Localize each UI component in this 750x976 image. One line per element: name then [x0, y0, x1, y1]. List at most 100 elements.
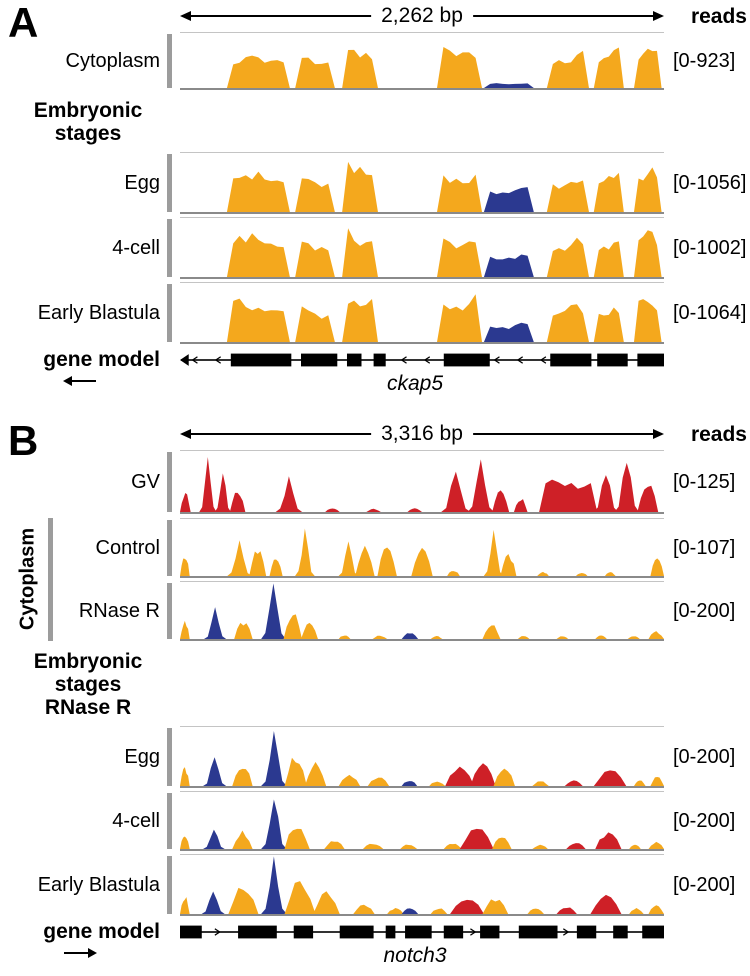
coverage-track-cytoplasm [180, 32, 664, 90]
spacer [664, 352, 750, 368]
track-range: [0-200] [673, 809, 736, 832]
track-label-egg: Egg [124, 745, 160, 768]
spacer [172, 450, 180, 514]
scale-row-a: 2,262 bp reads [0, 2, 750, 32]
track-range: [0-1064] [673, 301, 747, 324]
track-row-cytoplasm: Cytoplasm [0-923] [0, 32, 750, 90]
track-row-rnase-r: RNase R [0-200] [0, 581, 750, 641]
spacer [172, 726, 180, 788]
track-scale-bar [167, 219, 172, 277]
arrowhead-left-icon [180, 429, 191, 439]
spacer [172, 152, 180, 214]
track-row-early-blastula: Early Blastula [0-1064] [0, 282, 750, 344]
coverage-track-control [180, 518, 664, 578]
span-arrow-a: 2,262 bp [180, 2, 664, 32]
spacer [172, 217, 180, 279]
arrowhead-right-icon [653, 429, 664, 439]
track-scale-bar [167, 520, 172, 576]
track-range: [0-1056] [673, 171, 747, 194]
spacer [172, 32, 180, 90]
panel-b-letter: B [8, 417, 39, 464]
track-scale-bar [167, 452, 172, 512]
gene-direction-right-arrow-icon [0, 942, 160, 968]
gene-model-row-b: gene model [0, 920, 750, 943]
track-range: [0-200] [673, 745, 736, 768]
track-label-rnase-r: RNase R [78, 599, 160, 622]
tracks-a: Cytoplasm [0-923] Embryonic stages Egg [0-105… [0, 32, 750, 344]
arrowhead-right-icon [653, 11, 664, 21]
track-scale-bar [167, 34, 172, 88]
gene-name-row-a: ckap5 [0, 370, 750, 396]
spacer [165, 942, 173, 968]
span-arrow-b: 3,316 bp [180, 420, 664, 450]
reads-header: reads [690, 5, 747, 28]
spacer [172, 854, 180, 916]
track-row-control: Control [0-107] [0, 518, 750, 578]
track-scale-bar [167, 728, 172, 786]
track-scale-bar [167, 284, 172, 342]
coverage-track-egg [180, 152, 664, 214]
panel-b: B Cytoplasm 3,316 bp reads GV [0-125] Cont… [0, 420, 750, 968]
group-bracket-bar [48, 518, 53, 641]
section-label-line: Embryonic [33, 99, 143, 122]
gene-model-diagram-ckap5 [180, 352, 664, 368]
spacer [172, 518, 180, 578]
spacer [165, 370, 173, 396]
spacer [172, 2, 180, 32]
track-range: [0-923] [673, 49, 736, 72]
spacer [172, 791, 180, 851]
reads-header: reads [690, 423, 747, 446]
gene-model-row-a: gene model [0, 348, 750, 371]
track-scale-bar [167, 154, 172, 212]
span-length-label: 2,262 bp [371, 2, 473, 30]
gene-model-svg [180, 925, 664, 939]
span-length-label: 3,316 bp [371, 420, 473, 448]
section-label: Embryonic stages RNase R [0, 641, 176, 726]
track-row-4-cell: 4-cell [0-200] [0, 791, 750, 851]
coverage-track-early-blastula [180, 854, 664, 916]
section-label-line: Embryonic [33, 650, 143, 673]
section-label-line: RNase R [44, 696, 132, 719]
tracks-b: GV [0-125] Control [0-107] RNase R [0-200] Emb… [0, 450, 750, 916]
gene-name-ckap5: ckap5 [386, 372, 444, 395]
spacer [172, 924, 180, 940]
track-scale-bar [167, 856, 172, 914]
coverage-track-4-cell [180, 217, 664, 279]
gene-name-notch3: notch3 [383, 944, 447, 967]
coverage-track-egg [180, 726, 664, 788]
track-label-early-blastula: Early Blastula [37, 873, 160, 896]
coverage-track-early-blastula [180, 282, 664, 344]
panel-a-letter: A [8, 0, 39, 46]
track-range: [0-107] [673, 536, 736, 559]
track-range: [0-125] [673, 470, 736, 493]
gene-model-svg [180, 353, 664, 367]
scale-row-b: 3,316 bp reads [0, 420, 750, 450]
track-label-early-blastula: Early Blastula [37, 301, 160, 324]
gene-direction-left-arrow-icon [0, 370, 160, 396]
track-label-4-cell: 4-cell [112, 809, 160, 832]
track-scale-bar [167, 793, 172, 849]
spacer [664, 924, 750, 940]
arrowhead-left-icon [180, 11, 191, 21]
spacer [172, 282, 180, 344]
gene-name-row-b: notch3 [0, 942, 750, 968]
coverage-track-4-cell [180, 791, 664, 851]
track-row-early-blastula: Early Blastula [0-200] [0, 854, 750, 916]
track-row-egg: Egg [0-1056] [0, 152, 750, 214]
spacer [172, 420, 180, 450]
track-label-gv: GV [131, 470, 160, 493]
track-row-gv: GV [0-125] [0, 450, 750, 514]
panel-a: A 2,262 bp reads Cytoplasm [0-923] Embryon… [0, 2, 750, 396]
group-label-cytoplasm: Cytoplasm [16, 527, 39, 631]
section-label: Embryonic stages [0, 90, 176, 152]
section-label-line: stages [54, 673, 122, 696]
spacer [172, 352, 180, 368]
track-label-egg: Egg [124, 171, 160, 194]
gene-model-diagram-notch3 [180, 924, 664, 940]
track-label-control: Control [95, 536, 160, 559]
track-range: [0-200] [673, 599, 736, 622]
gene-model-label: gene model [43, 920, 160, 943]
section-label-line: stages [54, 122, 122, 145]
section-header: Embryonic stages [0, 90, 750, 152]
